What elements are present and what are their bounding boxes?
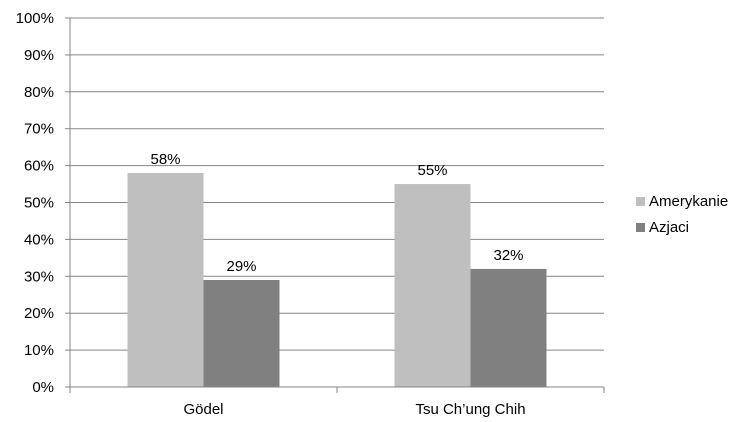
legend-label: Azjaci	[649, 218, 690, 236]
legend-item-amerykanie: Amerykanie	[636, 188, 728, 214]
bar	[394, 184, 471, 387]
data-label: 29%	[226, 258, 256, 275]
legend-swatch	[636, 222, 645, 232]
y-tick-label: 60%	[24, 158, 54, 175]
x-tick-label: Gödel	[183, 401, 223, 418]
legend-swatch	[636, 196, 645, 206]
y-tick-label: 50%	[24, 195, 54, 212]
y-tick-label: 70%	[24, 121, 54, 138]
y-tick-label: 40%	[24, 231, 54, 248]
bar	[127, 172, 204, 387]
x-tick-label: Tsu Ch’ung Chih	[415, 401, 525, 418]
legend: Amerykanie Azjaci	[636, 188, 728, 240]
bar	[470, 268, 547, 387]
legend-item-azjaci: Azjaci	[636, 214, 728, 240]
data-label: 58%	[150, 151, 180, 168]
data-label: 55%	[417, 162, 447, 179]
x-axis-ticks: Gödel Tsu Ch’ung Chih	[69, 387, 605, 418]
y-tick-label: 30%	[24, 268, 54, 285]
y-tick-label: 90%	[24, 47, 54, 64]
y-tick-label: 0%	[32, 379, 54, 396]
data-labels: 58% 29% 55% 32%	[150, 151, 523, 275]
y-tick-label: 10%	[24, 342, 54, 359]
y-tick-label: 20%	[24, 305, 54, 322]
data-label: 32%	[493, 247, 523, 264]
y-tick-label: 100%	[16, 10, 54, 27]
bars	[127, 172, 547, 387]
legend-label: Amerykanie	[649, 192, 729, 210]
y-tick-label: 80%	[24, 84, 54, 101]
bar	[203, 279, 280, 387]
y-axis-ticks: 0% 10% 20% 30% 40% 50% 60% 70% 80% 90% 100%	[16, 10, 70, 396]
